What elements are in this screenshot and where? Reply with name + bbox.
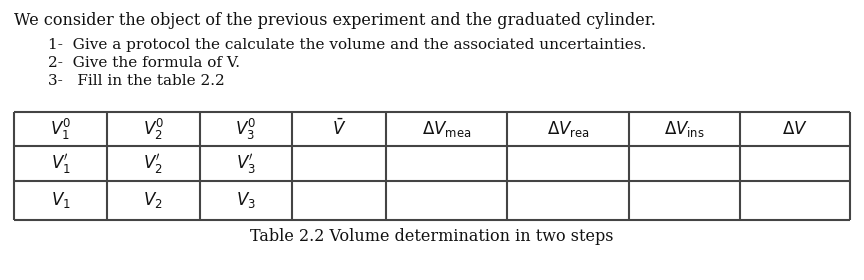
Text: $V_3'$: $V_3'$ [236,151,256,176]
Text: $V_1^0$: $V_1^0$ [50,116,71,142]
Text: $\Delta V_{\mathregular{rea}}$: $\Delta V_{\mathregular{rea}}$ [547,119,589,139]
Text: Table 2.2 Volume determination in two steps: Table 2.2 Volume determination in two st… [251,228,613,245]
Text: $\Delta V$: $\Delta V$ [782,120,808,138]
Text: $V_2^0$: $V_2^0$ [143,116,164,142]
Text: 1-  Give a protocol the calculate the volume and the associated uncertainties.: 1- Give a protocol the calculate the vol… [48,38,646,52]
Text: $\bar{V}$: $\bar{V}$ [332,119,346,139]
Text: $\Delta V_{\mathregular{mea}}$: $\Delta V_{\mathregular{mea}}$ [422,119,472,139]
Text: 3-   Fill in the table 2.2: 3- Fill in the table 2.2 [48,74,225,88]
Text: $V_1'$: $V_1'$ [50,151,70,176]
Text: $V_2$: $V_2$ [143,190,163,211]
Text: $V_3^0$: $V_3^0$ [235,116,257,142]
Text: 2-  Give the formula of V.: 2- Give the formula of V. [48,56,240,70]
Text: We consider the object of the previous experiment and the graduated cylinder.: We consider the object of the previous e… [14,12,656,29]
Text: $\Delta V_{\mathregular{ins}}$: $\Delta V_{\mathregular{ins}}$ [664,119,705,139]
Text: $V_3$: $V_3$ [236,190,256,211]
Text: $V_1$: $V_1$ [50,190,70,211]
Text: $V_2'$: $V_2'$ [143,151,163,176]
